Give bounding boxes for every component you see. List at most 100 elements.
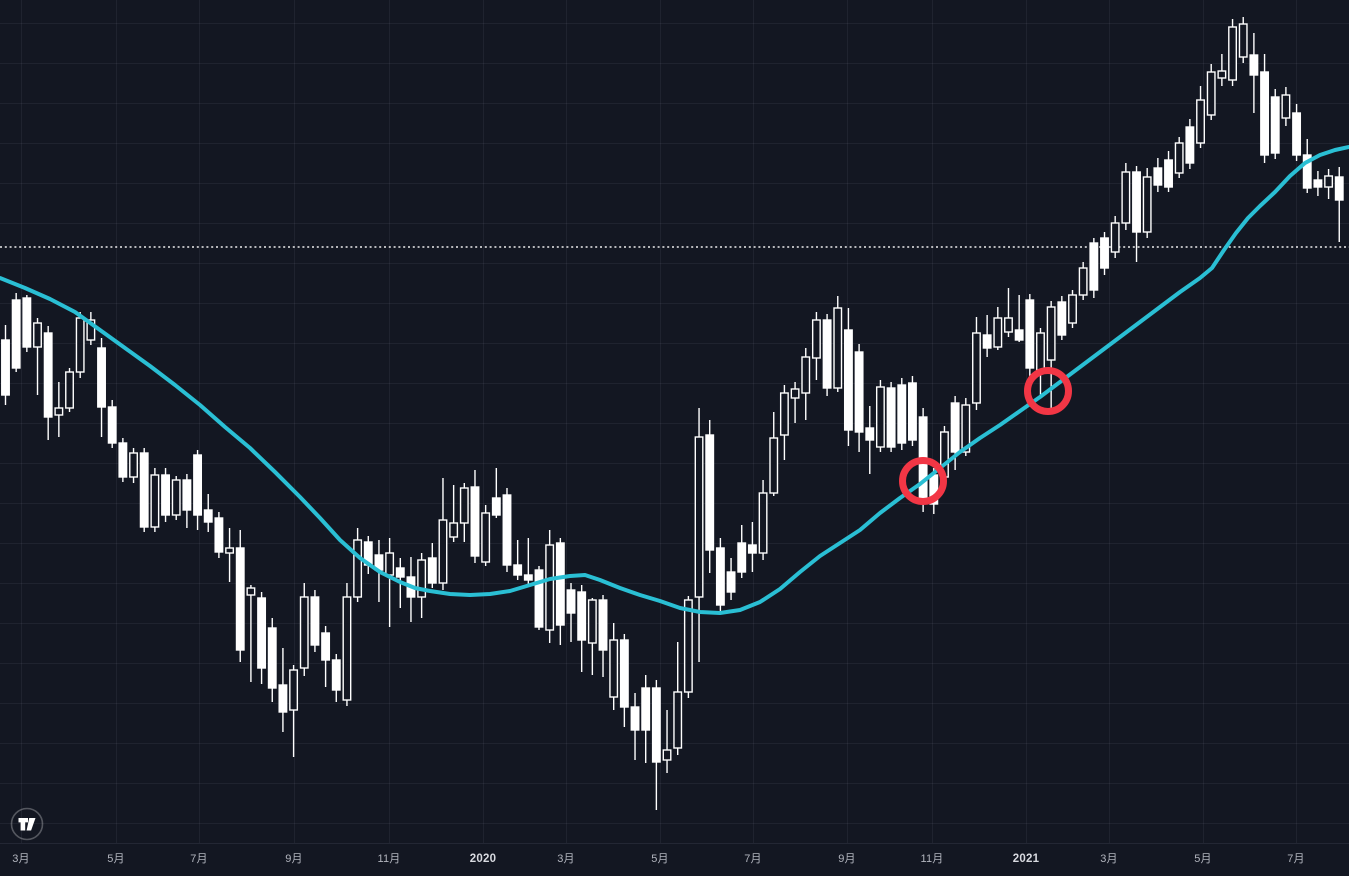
candle-up xyxy=(972,332,981,404)
candle-down xyxy=(1014,329,1024,341)
candle-down xyxy=(598,599,608,651)
logo-ring xyxy=(10,807,44,841)
candle-down xyxy=(555,542,565,626)
time-axis-month-label: 11月 xyxy=(920,853,944,865)
candle-down xyxy=(203,509,213,523)
candle-down xyxy=(502,494,512,566)
candle-up xyxy=(171,479,181,516)
candle-up xyxy=(1281,94,1291,119)
time-axis-year-label: 2021 xyxy=(1012,853,1040,865)
candle-up xyxy=(1142,176,1152,233)
candle-up xyxy=(417,559,427,598)
candle-down xyxy=(523,574,533,581)
candle-down xyxy=(854,351,864,433)
candle-down xyxy=(822,319,832,389)
candle-up xyxy=(662,749,672,761)
candle-up xyxy=(1196,99,1205,144)
candle-down xyxy=(630,706,640,731)
candle-down xyxy=(897,384,907,444)
candle-down xyxy=(97,347,106,408)
candle-down xyxy=(737,542,747,573)
candle-up xyxy=(1078,267,1088,296)
candle-up xyxy=(33,322,42,348)
tradingview-mark-icon xyxy=(18,818,36,831)
candle-down xyxy=(1025,299,1035,369)
price-chart-svg[interactable] xyxy=(0,0,1349,843)
candle-down xyxy=(619,639,629,708)
candle-down xyxy=(1270,96,1280,154)
candle-up xyxy=(758,492,768,554)
candle-up xyxy=(75,317,85,373)
candle-down xyxy=(427,557,437,584)
candle-up xyxy=(587,599,597,644)
ma-line xyxy=(0,145,1349,615)
tradingview-logo[interactable] xyxy=(8,806,46,842)
candle-down xyxy=(331,659,341,691)
candle-up xyxy=(1068,294,1077,324)
candle-up xyxy=(609,639,619,698)
candle-down xyxy=(843,329,853,431)
time-axis-month-label: 5月 xyxy=(1194,853,1212,865)
candle-down xyxy=(235,547,245,651)
candle-down xyxy=(1260,71,1270,156)
candle-down xyxy=(395,567,405,578)
time-axis-month-label: 7月 xyxy=(190,853,208,865)
candle-down xyxy=(1164,159,1173,188)
candle-up xyxy=(1036,332,1045,371)
candle-up xyxy=(545,544,555,631)
candle-down xyxy=(886,387,896,448)
candle-up xyxy=(993,317,1003,348)
candle-down xyxy=(193,454,203,516)
candle-down xyxy=(182,479,192,511)
candle-up xyxy=(150,474,160,528)
time-axis-month-label: 3月 xyxy=(12,853,30,865)
candle-up xyxy=(694,436,704,598)
candle-down xyxy=(1313,179,1323,188)
candle-up xyxy=(86,319,96,341)
time-axis-month-label: 3月 xyxy=(557,853,575,865)
candle-down xyxy=(865,427,875,441)
time-axis[interactable]: 3月 5月 7月 9月 11月 2020 3月 5月 7月 9月 11月 2021 3月 5月 7月 xyxy=(0,843,1349,876)
candle-up xyxy=(833,307,843,389)
candle-down xyxy=(491,497,501,516)
time-axis-month-label: 9月 xyxy=(838,853,856,865)
candle-up xyxy=(353,539,363,598)
candle-down xyxy=(214,517,224,553)
candle-down xyxy=(1057,301,1067,336)
candle-down xyxy=(1185,126,1195,164)
candle-up xyxy=(1121,171,1131,224)
candle-up xyxy=(811,319,821,359)
candle-down xyxy=(310,596,320,646)
time-axis-month-label: 7月 xyxy=(744,853,762,865)
candle-up xyxy=(1238,23,1248,58)
candle-up xyxy=(129,452,138,478)
candle-up xyxy=(289,669,299,711)
candle-down xyxy=(1100,237,1109,269)
signal-circle-1[interactable] xyxy=(899,457,947,505)
candle-down xyxy=(1334,176,1344,201)
candle-up xyxy=(481,512,491,563)
candle-up xyxy=(769,437,779,494)
candle-up xyxy=(438,519,448,584)
time-axis-month-label: 5月 xyxy=(651,853,669,865)
candle-up xyxy=(1174,142,1184,174)
candlestick-series xyxy=(1,17,1344,810)
candle-down xyxy=(1249,54,1259,76)
candle-down xyxy=(726,571,736,593)
candle-down xyxy=(118,442,128,478)
candle-down xyxy=(705,434,715,551)
candle-up xyxy=(449,522,459,538)
candle-up xyxy=(801,356,811,394)
candle-up xyxy=(225,547,235,554)
candle-up xyxy=(790,388,800,399)
candle-down xyxy=(908,382,917,441)
candle-up xyxy=(673,691,683,749)
candle-down xyxy=(747,544,757,554)
time-axis-month-label: 3月 xyxy=(1100,853,1118,865)
candle-up xyxy=(1217,70,1227,79)
candle-down xyxy=(267,627,277,689)
candle-down xyxy=(715,547,725,606)
candle-down xyxy=(11,299,21,369)
signal-circle-2[interactable] xyxy=(1024,367,1072,415)
